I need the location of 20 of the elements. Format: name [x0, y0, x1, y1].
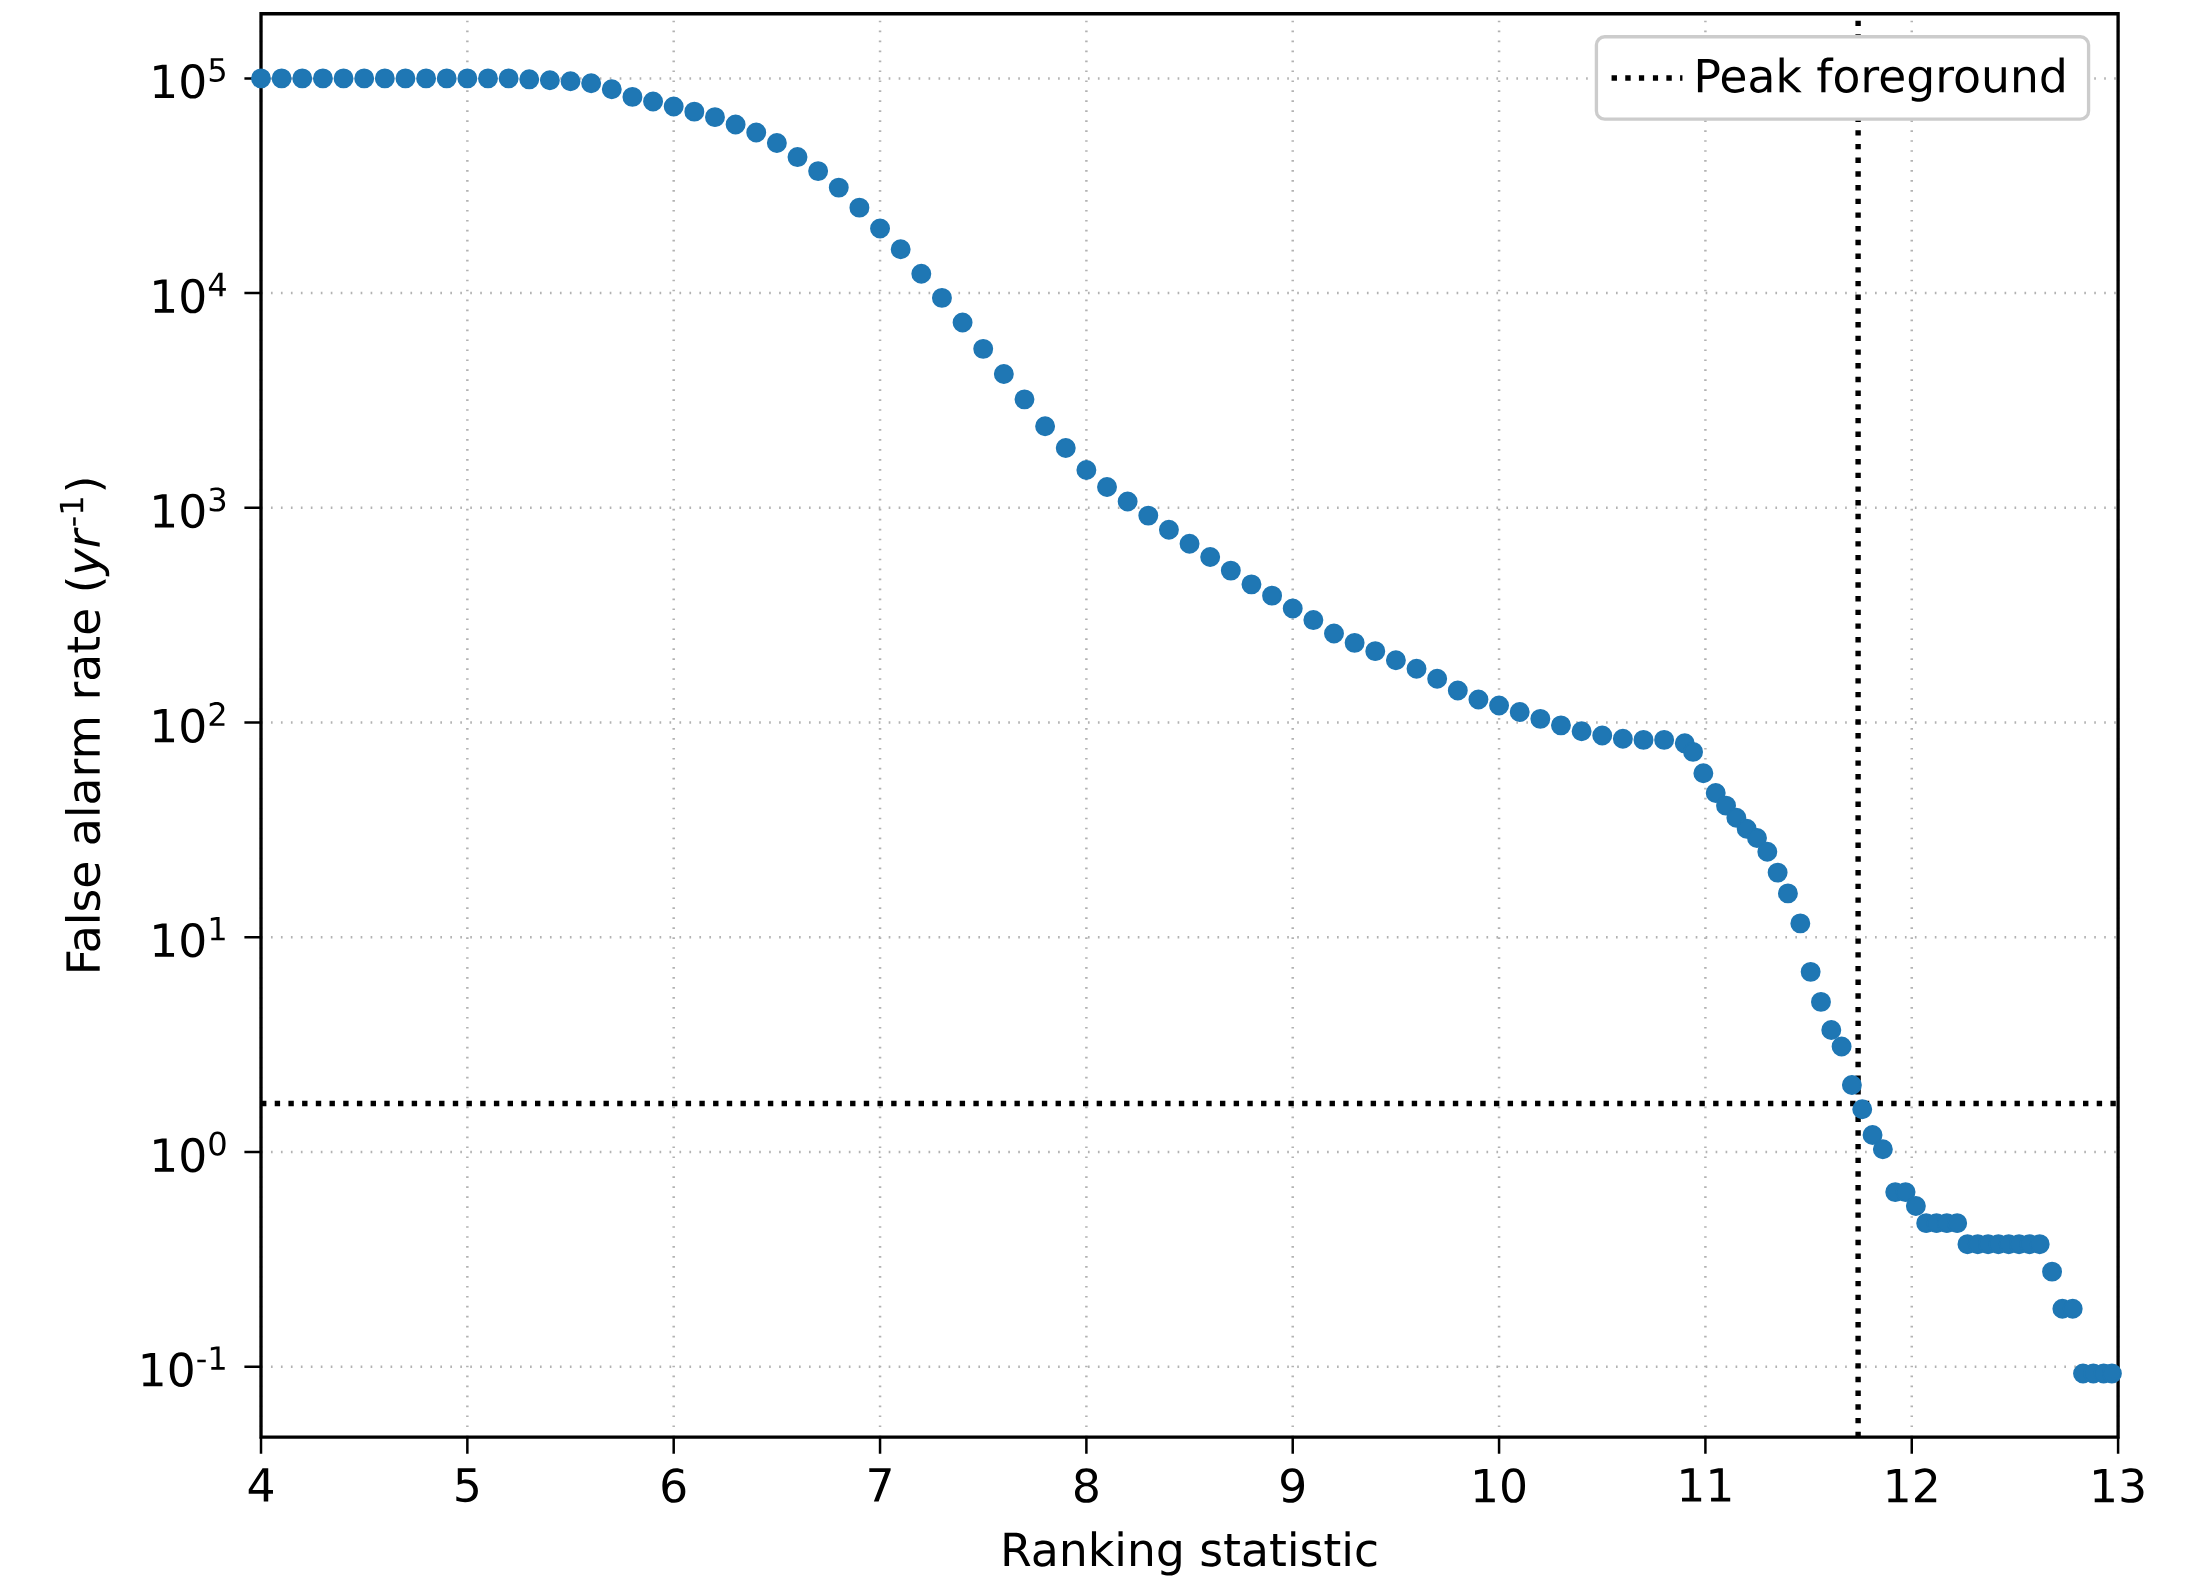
x-axis-title: Ranking statistic — [1004, 1531, 1377, 1576]
y-tick-label: 10$^{0}$ — [154, 1131, 226, 1173]
x-tick-label: 12 — [1887, 1468, 1937, 1502]
ref-line-label: Peak foreground — [1697, 57, 2064, 102]
x-tick-label: 11 — [1681, 1468, 1731, 1502]
x-tick-label: 10 — [1475, 1468, 1526, 1503]
y-axis-title: False alarm rate (yr$^{-1}$) — [59, 479, 110, 971]
x-tick-label: 5 — [456, 1468, 478, 1503]
x-tick-label: 8 — [1074, 1468, 1098, 1503]
y-tick-label: 10$^{2}$ — [154, 701, 225, 743]
y-tick-label: 10$^{4}$ — [154, 272, 226, 314]
x-tick-label: 6 — [662, 1468, 686, 1503]
y-tick-label: 10$^{3}$ — [154, 487, 226, 529]
x-tick-label: 13 — [2094, 1468, 2144, 1503]
y-tick-label: 10$^{5}$ — [154, 57, 225, 99]
x-tick-label: 7 — [869, 1468, 891, 1502]
x-tick-label: 4 — [248, 1468, 273, 1502]
y-tick-label: 10$^{-1}$ — [142, 1346, 225, 1387]
x-tick-label: 9 — [1281, 1468, 1305, 1503]
y-tick-label: 10$^{1}$ — [154, 916, 225, 958]
